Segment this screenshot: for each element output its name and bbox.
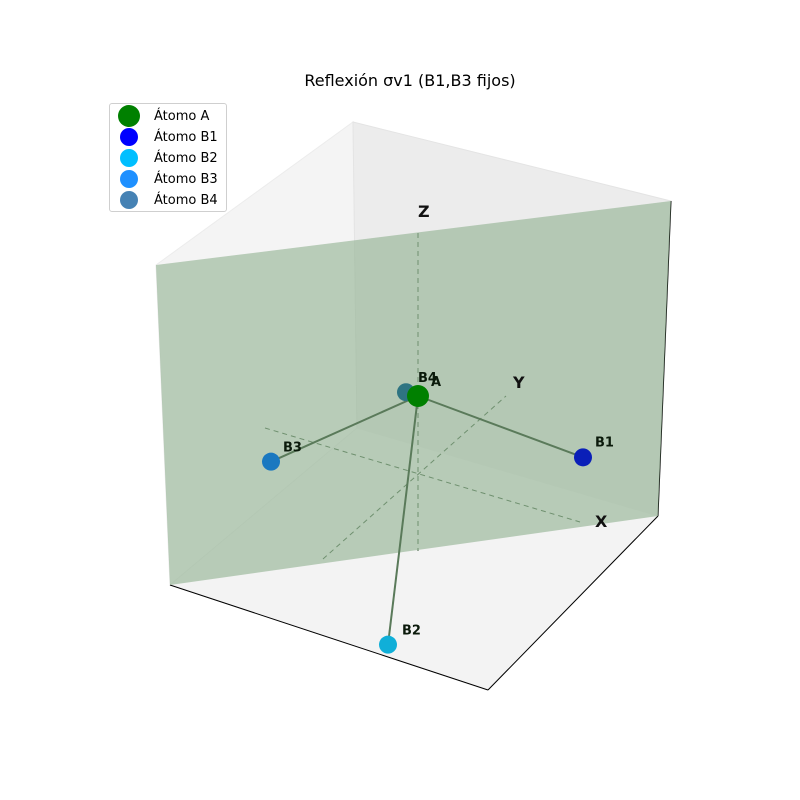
atoms bbox=[262, 383, 592, 654]
atom-label-b4: B4 bbox=[418, 371, 437, 386]
atom-label-a: A bbox=[431, 375, 441, 390]
legend-label: Átomo B2 bbox=[154, 150, 218, 166]
atom-b1 bbox=[574, 448, 592, 467]
legend-item-b1: Átomo B1 bbox=[118, 127, 218, 147]
legend-label: Átomo B3 bbox=[154, 171, 218, 187]
legend-marker bbox=[118, 105, 140, 127]
legend-label: Átomo B1 bbox=[154, 129, 218, 145]
bond-a-b2 bbox=[387, 395, 419, 645]
y-axis-label: Y bbox=[512, 373, 525, 392]
floor-edge-front-right bbox=[487, 515, 659, 691]
legend-dot bbox=[120, 191, 138, 209]
legend-label: Átomo A bbox=[154, 108, 210, 124]
legend-item-a: Átomo A bbox=[118, 105, 210, 127]
legend-dot bbox=[120, 128, 138, 146]
legend-dot bbox=[120, 170, 138, 188]
legend-marker bbox=[118, 128, 140, 146]
atom-a bbox=[407, 385, 429, 407]
atom-b2 bbox=[379, 635, 397, 654]
z-axis-label: Z bbox=[418, 202, 430, 221]
floor-edge-front-left bbox=[169, 584, 489, 691]
legend-label: Átomo B4 bbox=[154, 192, 218, 208]
legend-dot bbox=[118, 105, 140, 127]
legend-marker bbox=[118, 149, 140, 167]
atom-label-b2: B2 bbox=[402, 624, 421, 639]
bond-a-b3 bbox=[270, 395, 419, 463]
legend-item-b2: Átomo B2 bbox=[118, 148, 218, 168]
x-axis-label: X bbox=[595, 512, 608, 531]
atom-label-b3: B3 bbox=[283, 441, 302, 456]
atom-label-b1: B1 bbox=[595, 435, 614, 450]
atom-labels: A B1 B2 B3 B4 bbox=[283, 371, 614, 638]
legend-marker bbox=[118, 170, 140, 188]
bond-a-b1 bbox=[417, 395, 584, 459]
chart-title: Reflexión σv1 (B1,B3 fijos) bbox=[304, 71, 516, 90]
legend-dot bbox=[120, 149, 138, 167]
legend: Átomo A Átomo B1 Átomo B2 Átomo B3 Átomo B4 bbox=[109, 103, 227, 212]
legend-item-b3: Átomo B3 bbox=[118, 169, 218, 189]
atom-b3 bbox=[262, 452, 280, 471]
legend-item-b4: Átomo B4 bbox=[118, 190, 218, 210]
legend-marker bbox=[118, 191, 140, 209]
